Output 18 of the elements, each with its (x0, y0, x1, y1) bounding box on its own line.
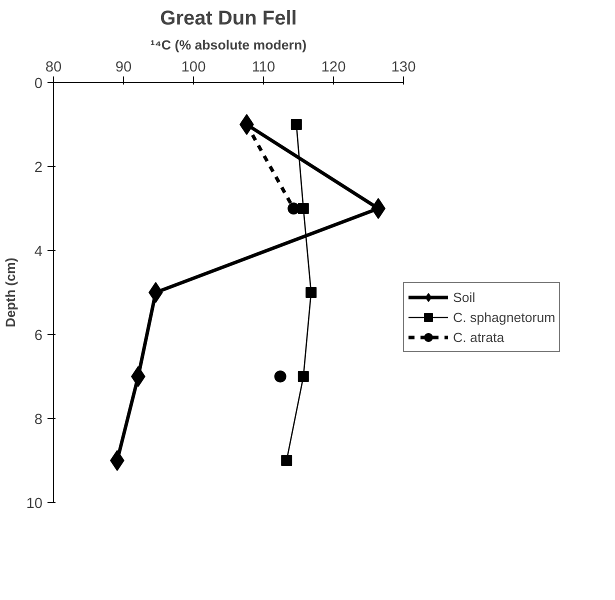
x-axis-title: ¹⁴C (% absolute modern) (150, 38, 307, 52)
y-tick-label: 8 (34, 412, 43, 428)
y-tick-label: 2 (34, 160, 43, 176)
x-tick-label: 120 (321, 60, 346, 76)
chart-title: Great Dun Fell (160, 8, 297, 30)
y-tick-label: 0 (34, 76, 43, 92)
legend-label: C. sphagnetorum (453, 310, 556, 324)
x-tick-label: 90 (115, 60, 132, 76)
y-tick-label: 6 (34, 328, 43, 344)
y-tick-label: 4 (34, 244, 43, 260)
y-tick-label: 10 (26, 496, 43, 512)
x-tick-label: 110 (252, 60, 276, 76)
legend-label: Soil (453, 290, 476, 304)
legend-label: C. atrata (453, 330, 504, 344)
x-tick-label: 80 (45, 60, 62, 76)
x-tick-label: 100 (181, 60, 206, 76)
x-tick-label: 130 (391, 60, 416, 76)
y-axis-title: Depth (cm) (3, 258, 18, 328)
